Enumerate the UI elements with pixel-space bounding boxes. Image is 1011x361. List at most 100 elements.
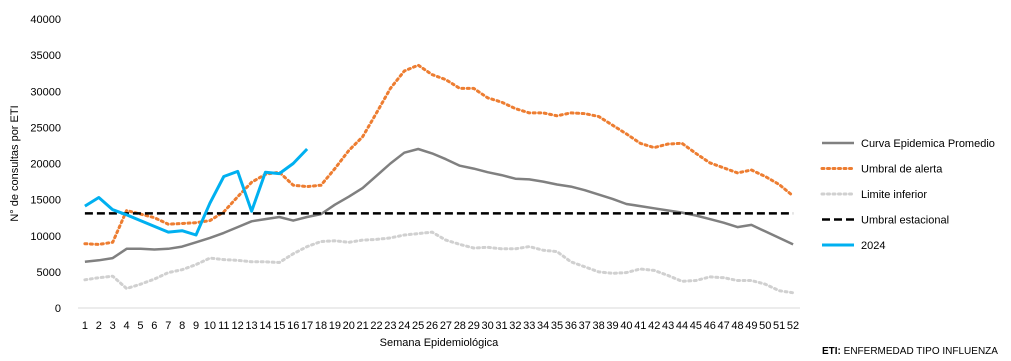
x-tick-label: 49 [745,320,757,332]
x-tick-label: 24 [398,320,410,332]
x-tick-label: 30 [481,320,493,332]
data-point-umbral-estacional [362,213,364,215]
data-point-umbral-estacional [265,213,267,215]
data-point-2024 [84,205,86,207]
x-tick-label: 51 [773,320,785,332]
data-point-limite-inferior [487,247,489,249]
data-point-2024 [167,231,169,233]
data-point-limite-inferior [501,248,503,250]
data-point-2024 [279,173,281,175]
data-point-limite-inferior [403,234,405,236]
data-point-curva-epidemica-promedio [542,181,544,183]
data-point-umbral-estacional [584,213,586,215]
data-point-umbral-de-alerta [528,112,530,114]
data-point-limite-inferior [681,280,683,282]
data-point-limite-inferior [612,273,614,275]
x-tick-label: 32 [509,320,521,332]
data-point-umbral-de-alerta [126,210,128,212]
x-tick-label: 47 [718,320,730,332]
x-tick-label: 16 [287,320,299,332]
data-point-umbral-de-alerta [751,169,753,171]
data-point-curva-epidemica-promedio [778,237,780,239]
data-point-umbral-de-alerta [709,162,711,164]
legend-item-umbral-estacional: Umbral estacional [822,215,949,227]
legend-label: 2024 [861,240,885,252]
data-point-curva-epidemica-promedio [140,248,142,250]
data-point-limite-inferior [154,278,156,280]
data-point-umbral-estacional [98,213,100,215]
data-point-umbral-de-alerta [362,136,364,138]
data-point-umbral-de-alerta [181,223,183,225]
data-point-limite-inferior [515,248,517,250]
x-tick-label: 6 [151,320,157,332]
data-point-umbral-de-alerta [237,196,239,198]
data-point-umbral-de-alerta [612,124,614,126]
data-point-limite-inferior [195,264,197,266]
data-point-curva-epidemica-promedio [223,232,225,234]
legend-label: Umbral estacional [861,215,949,227]
data-point-limite-inferior [390,237,392,239]
data-point-umbral-de-alerta [792,195,794,197]
data-point-limite-inferior [237,260,239,262]
data-point-curva-epidemica-promedio [556,184,558,186]
data-point-curva-epidemica-promedio [376,175,378,177]
data-point-umbral-estacional [209,213,211,215]
x-tick-label: 36 [565,320,577,332]
data-point-limite-inferior [431,231,433,233]
x-tick-label: 8 [179,320,185,332]
data-point-umbral-estacional [598,213,600,215]
data-point-2024 [195,234,197,236]
data-point-umbral-de-alerta [390,88,392,90]
x-tick-label: 52 [787,320,799,332]
data-point-umbral-de-alerta [334,168,336,170]
series-line-curva-epidemica-promedio [84,147,794,264]
data-point-limite-inferior [570,261,572,263]
data-point-curva-epidemica-promedio [737,226,739,228]
data-point-umbral-de-alerta [695,153,697,155]
data-point-umbral-de-alerta [84,243,86,245]
x-tick-label: 9 [193,320,199,332]
data-point-umbral-estacional [320,213,322,215]
data-point-curva-epidemica-promedio [459,165,461,167]
data-point-umbral-de-alerta [487,97,489,99]
y-tick-label: 0 [55,303,61,315]
data-point-umbral-estacional [445,213,447,215]
data-point-curva-epidemica-promedio [501,174,503,176]
data-point-umbral-estacional [723,213,725,215]
data-point-umbral-estacional [223,213,225,215]
data-point-umbral-estacional [570,213,572,215]
x-tick-label: 41 [634,320,646,332]
data-point-curva-epidemica-promedio [473,168,475,170]
data-point-limite-inferior [334,240,336,242]
data-point-umbral-estacional [626,213,628,215]
data-point-umbral-de-alerta [681,142,683,144]
x-tick-label: 14 [259,320,271,332]
data-point-curva-epidemica-promedio [626,203,628,205]
x-tick-label: 28 [454,320,466,332]
data-point-limite-inferior [98,277,100,279]
data-point-umbral-de-alerta [306,186,308,188]
data-point-umbral-de-alerta [764,176,766,178]
data-point-umbral-estacional [528,213,530,215]
data-point-curva-epidemica-promedio [667,210,669,212]
data-point-limite-inferior [223,259,225,261]
data-point-limite-inferior [667,275,669,277]
x-tick-label: 48 [731,320,743,332]
legend: Curva Epidemica Promedio Umbral de alerta… [820,138,995,252]
data-point-umbral-de-alerta [98,244,100,246]
x-tick-label: 50 [759,320,771,332]
data-point-umbral-estacional [542,213,544,215]
data-point-umbral-de-alerta [376,112,378,114]
data-point-umbral-estacional [431,213,433,215]
data-point-curva-epidemica-promedio [417,148,419,150]
data-point-limite-inferior [84,279,86,281]
data-point-curva-epidemica-promedio [265,218,267,220]
y-tick-label: 25000 [30,122,61,134]
data-point-limite-inferior [376,239,378,241]
data-point-curva-epidemica-promedio [181,246,183,248]
data-point-umbral-estacional [417,213,419,215]
data-point-limite-inferior [126,288,128,290]
data-point-umbral-de-alerta [292,184,294,186]
data-point-umbral-de-alerta [417,64,419,66]
data-point-umbral-de-alerta [195,222,197,224]
